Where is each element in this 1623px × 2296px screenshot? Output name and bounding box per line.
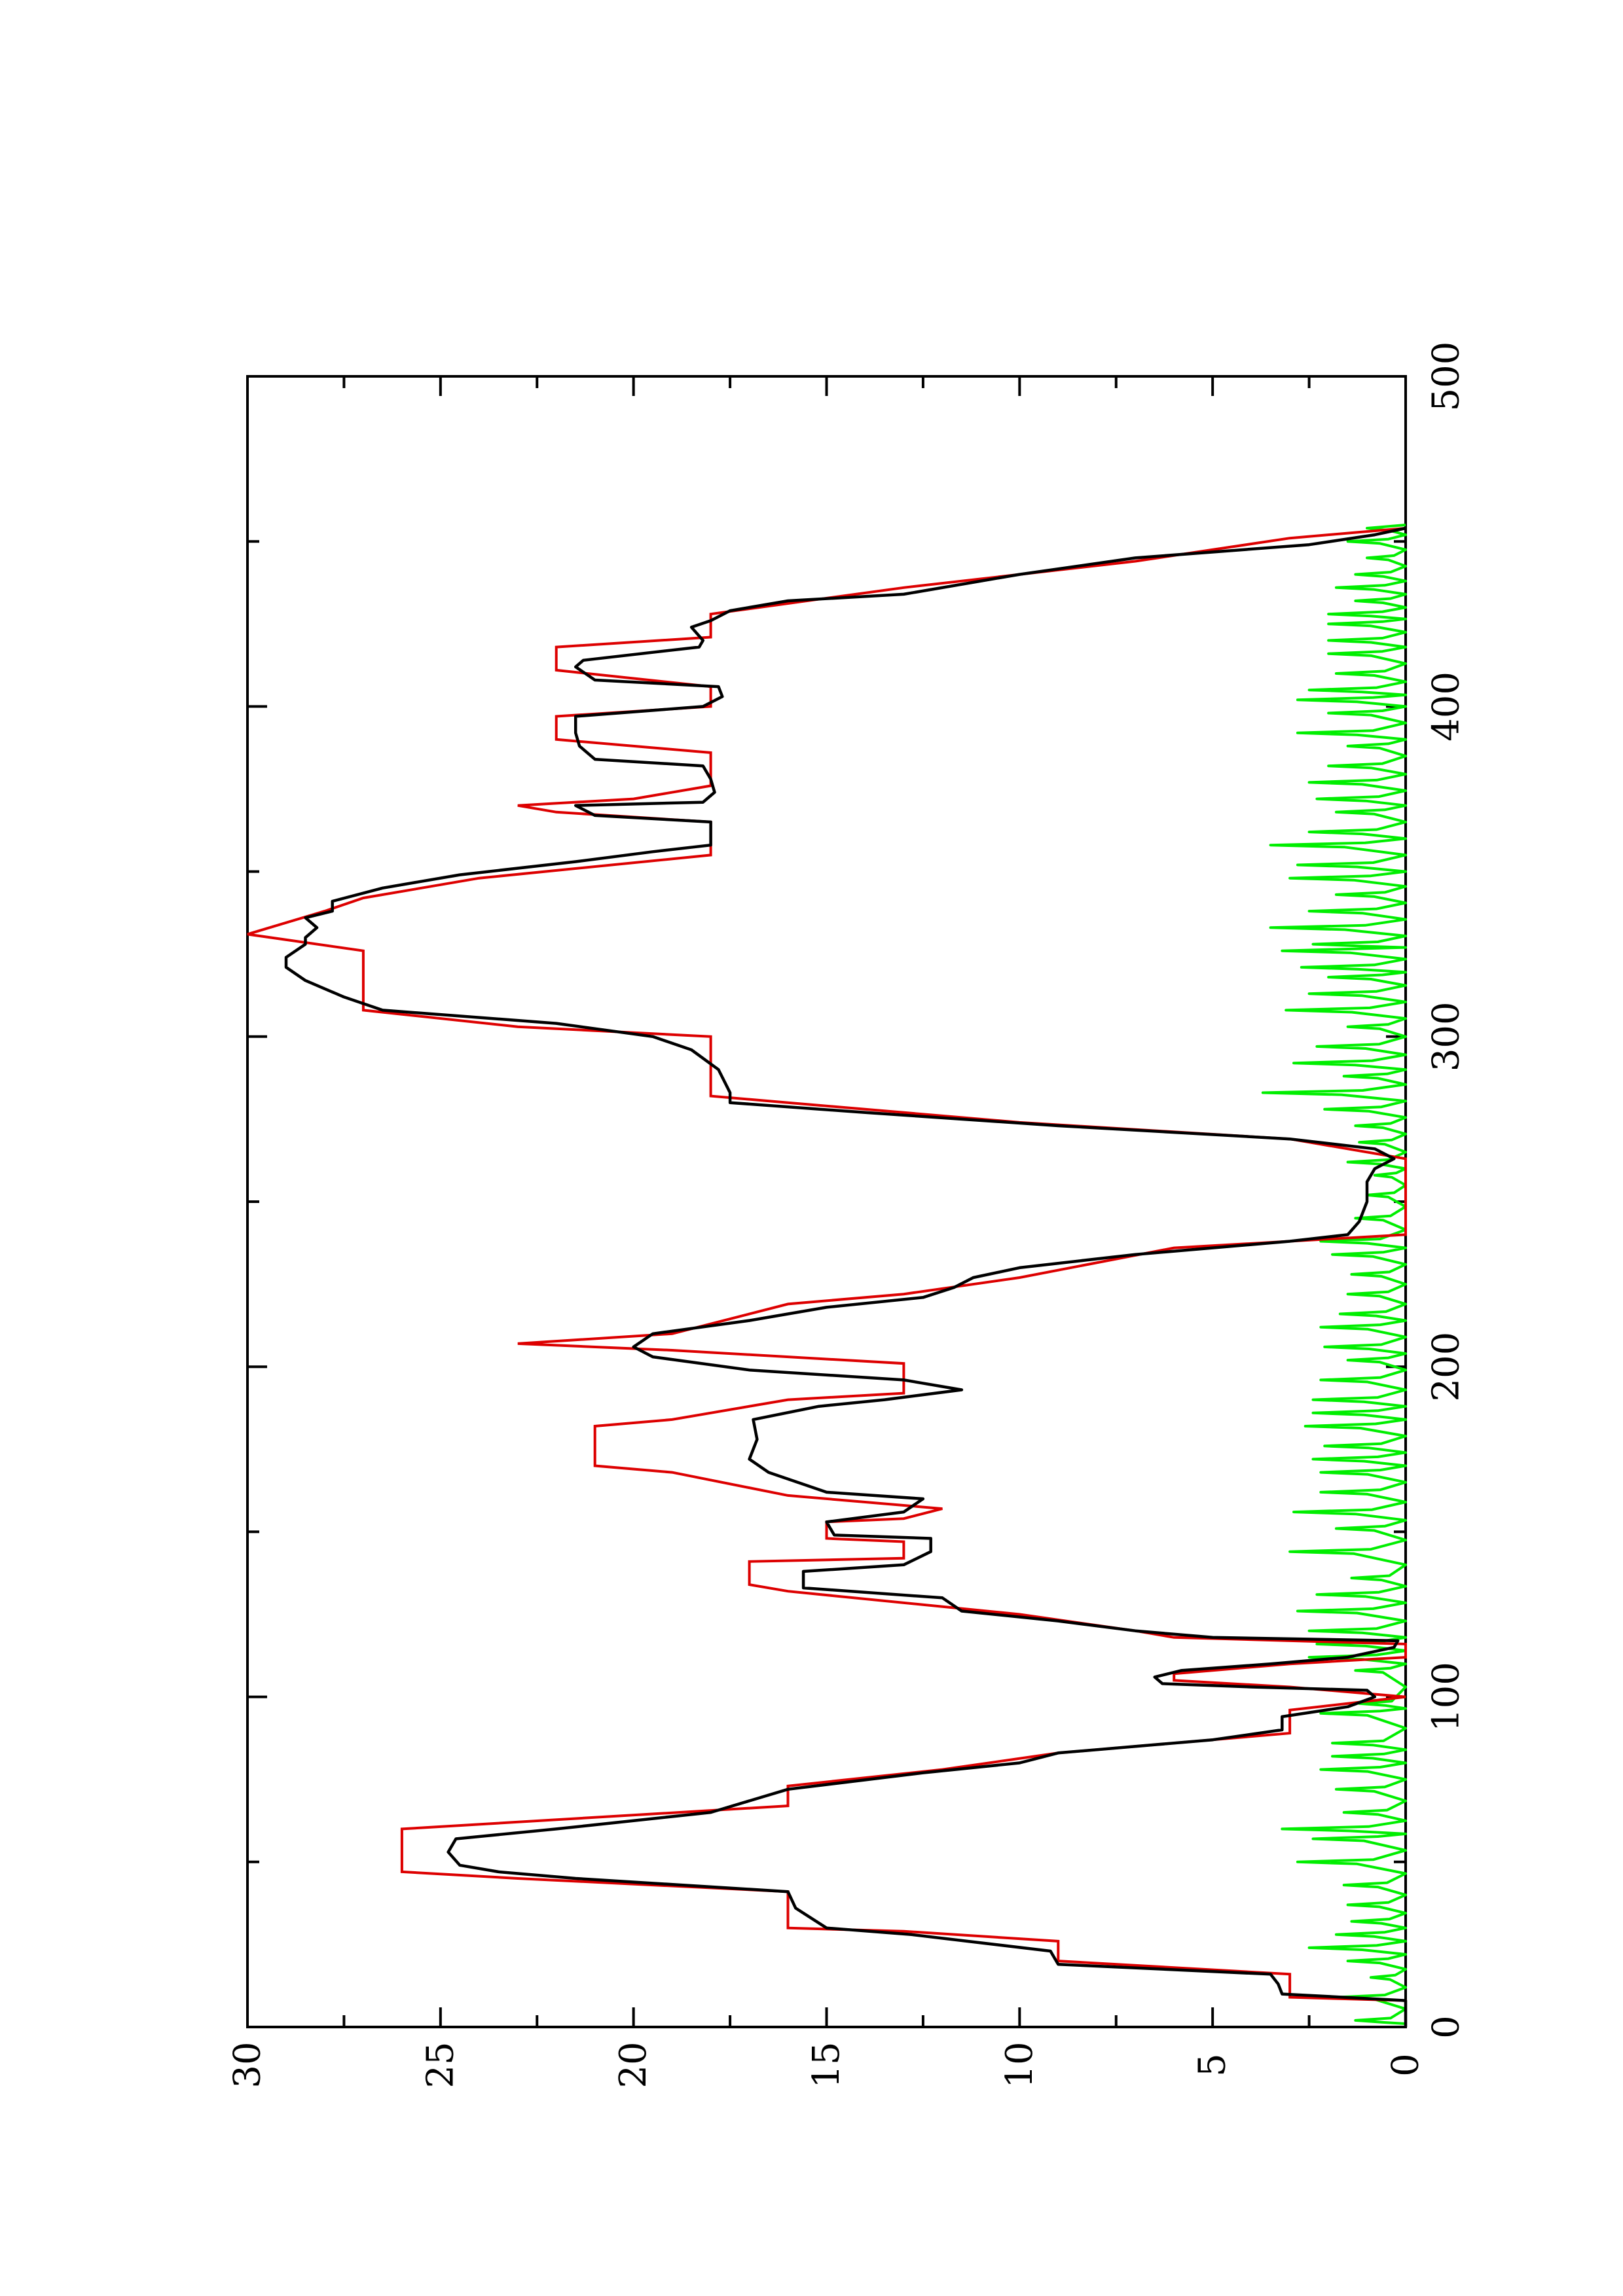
series-red-line [247,527,1407,2027]
y-tick-label: 15 [805,2041,848,2088]
plot-area: 0 100 200 300 400 500 0 5 10 15 20 25 30 [227,342,1468,2089]
plot-frame [246,375,1407,2028]
x-tick-label: 300 [1425,1001,1468,1071]
y-tick-label: 30 [227,2041,269,2088]
x-tick-label: 500 [1425,342,1468,412]
x-tick-label: 0 [1425,2015,1468,2039]
x-tick-label: 200 [1425,1332,1468,1402]
series-black-line [284,526,1408,2027]
series-green-line [1261,524,1407,2027]
x-tick-label: 400 [1425,672,1468,742]
y-tick-label: 20 [612,2041,655,2088]
y-tick-label: 10 [998,2041,1041,2088]
y-tick-label: 5 [1192,2053,1234,2077]
y-tick-label: 25 [419,2041,462,2088]
y-tick-label: 0 [1385,2053,1427,2077]
x-tick-label: 100 [1425,1662,1468,1732]
